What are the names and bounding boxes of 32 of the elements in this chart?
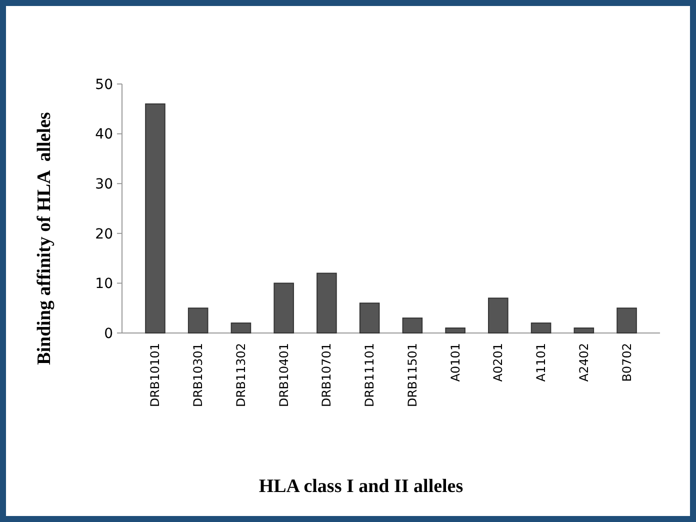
y-tick-label: 10 xyxy=(95,276,113,292)
x-tick-label: A0201 xyxy=(491,343,506,382)
x-tick-label: B0702 xyxy=(620,343,634,382)
y-tick-label: 50 xyxy=(95,76,113,93)
bar xyxy=(488,298,508,334)
bar xyxy=(616,308,637,334)
bar xyxy=(574,328,594,334)
bar xyxy=(530,322,552,334)
y-tick-label: 0 xyxy=(104,326,113,342)
bar xyxy=(274,282,294,334)
bar xyxy=(145,103,166,334)
bar xyxy=(445,328,466,334)
bar xyxy=(230,322,252,334)
y-tick-label: 30 xyxy=(95,176,113,192)
bar xyxy=(402,318,423,334)
y-axis-title: Binding affinity of HLA alleles xyxy=(34,112,55,365)
x-tick-label: DRB10701 xyxy=(320,343,334,407)
x-tick-label: A2402 xyxy=(576,343,591,382)
x-tick-label: DRB10101 xyxy=(148,343,162,407)
bar xyxy=(359,302,380,334)
x-axis-title: HLA class I and II alleles xyxy=(258,476,464,497)
y-tick-label: 20 xyxy=(95,226,113,242)
x-tick-label: DRB11101 xyxy=(362,343,377,407)
bar xyxy=(316,272,337,334)
y-tick-label: 40 xyxy=(95,126,113,143)
x-tick-label: DRB10401 xyxy=(276,343,291,407)
x-tick-label: DRB10301 xyxy=(191,343,206,407)
x-tick-label: A1101 xyxy=(534,343,548,382)
x-tick-label: A0101 xyxy=(448,343,462,382)
x-tick-label: DRB11302 xyxy=(234,343,248,407)
bar xyxy=(188,308,208,334)
x-tick-label: DRB11501 xyxy=(405,343,420,407)
